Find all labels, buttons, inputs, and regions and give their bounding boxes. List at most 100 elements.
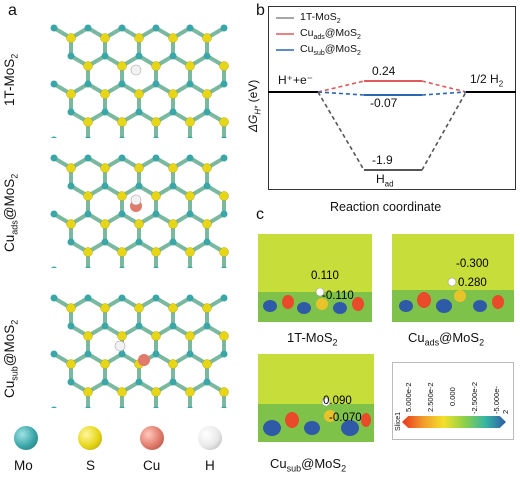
mo-atom [50,350,58,358]
structure-label-1t: 1T-MoS2 [2,53,20,106]
mo-atom [84,24,92,32]
s-atom [151,247,161,257]
structure-label-cusub: Cusub@MoS2 [2,319,20,398]
mo-atom [118,24,126,32]
s-atom [117,61,127,71]
mo-atom [51,136,57,138]
mo-atom [220,24,228,32]
s-atom [168,33,178,43]
s-atom-label: S [86,458,96,473]
s-atom [202,219,212,229]
mo-atom-label: Mo [14,458,33,473]
mo-atom [51,266,57,268]
mo-atom [221,406,227,408]
cusub-dash-right [421,91,467,96]
mo-atom [203,378,211,386]
map-cusub-value-top: 0.090 [323,395,352,407]
mo-atom [50,80,58,88]
mo-atom [186,294,194,302]
s-atom [66,359,76,369]
mo-atom [67,322,75,330]
mo-atom [152,80,160,88]
mo-atom [85,266,91,268]
s-atom [83,117,93,127]
mo-atom [203,182,211,190]
mo-atom [101,108,109,116]
mo-atom [67,378,75,386]
value-cusub: -0.07 [370,96,398,110]
mo-atom [84,210,92,218]
s-atom [202,89,212,99]
legend-label-cusub: Cusub@MoS2 [300,43,361,58]
map-cuads-caption: Cuads@MoS2 [408,330,485,348]
s-atom [66,303,76,313]
s-atom [202,163,212,173]
mo-atom [152,350,160,358]
mo-atom [101,322,109,330]
s-atom [134,89,144,99]
mo-atom [186,80,194,88]
s-atom [100,219,110,229]
s-atom [134,33,144,43]
mo-atom [221,266,227,268]
mo-atom [50,294,58,302]
y-axis-label: ΔGH* (eV) [246,79,263,132]
s-atom [219,247,229,257]
s-atom [83,387,93,397]
mo-atom [50,24,58,32]
mo-atom [118,294,126,302]
mo-atom [220,154,228,162]
mo-atom [135,52,143,60]
mo-atom [169,322,177,330]
s-atom [83,247,93,257]
colorbar-tick-0: 5.000e-2 [404,382,413,412]
mo-atom [85,136,91,138]
s-atom [185,117,195,127]
mo-atom [135,108,143,116]
s-atom [219,387,229,397]
s-atom [117,387,127,397]
colorbar-tick-3: -2.500e-2 [470,381,479,414]
mo-atom [203,52,211,60]
mo-atom [169,238,177,246]
s-atom [168,303,178,313]
charge-map-1t [258,234,372,322]
mo-atom [187,136,193,138]
s-atom [151,61,161,71]
mo-atom [187,406,193,408]
colorbar-tick-4: -5.000e-2 [492,386,510,414]
mo-atom [153,266,159,268]
s-atom [66,33,76,43]
mo-atom [119,266,125,268]
mo-atom [186,154,194,162]
legend-label-cuads: Cuads@MoS2 [300,27,361,42]
colorbar-gradient [402,416,506,428]
s-atom [66,219,76,229]
panel-b-label: b [256,2,265,19]
s-atom [185,247,195,257]
s-atom [151,387,161,397]
s-atom [134,303,144,313]
s-atom [117,191,127,201]
mo-atom [220,350,228,358]
s-atom [100,303,110,313]
s-atom [134,163,144,173]
mo-atom [67,182,75,190]
had-label: Had [376,172,394,189]
mo-atom [84,350,92,358]
s-atom [219,117,229,127]
mo-atom [101,378,109,386]
mo-atom [153,406,159,408]
cusub-dash-left [317,91,365,96]
mo-atom [118,154,126,162]
mo-atom-icon [14,426,38,450]
colorbar-tick-1: 2.500e-2 [426,382,435,412]
mo-atom [152,210,160,218]
s-atom [202,303,212,313]
mo-atom [203,108,211,116]
mo-atom [50,154,58,162]
s-atom [83,331,93,341]
energy-diagram [268,17,516,171]
s-atom [100,89,110,99]
energy-diagram-frame [268,6,516,190]
